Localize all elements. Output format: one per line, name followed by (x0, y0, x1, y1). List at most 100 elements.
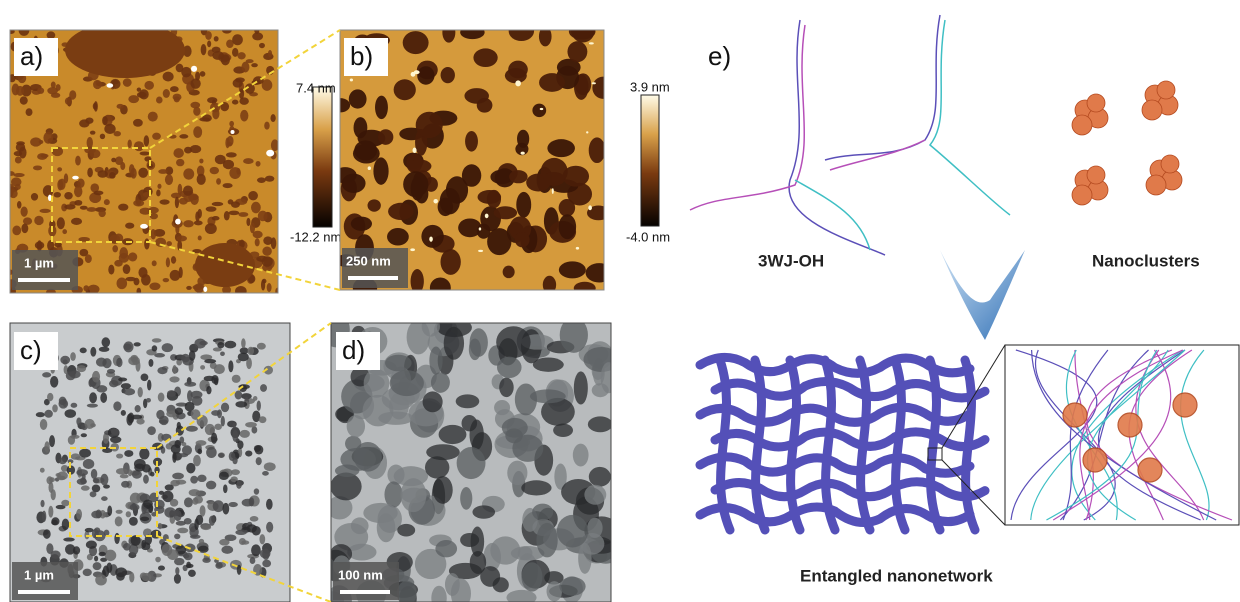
texture (76, 509, 82, 520)
texture (74, 200, 82, 206)
texture (259, 416, 267, 423)
texture (214, 424, 222, 430)
texture (390, 370, 424, 396)
texture (21, 224, 28, 234)
texture (243, 158, 253, 164)
texture (171, 258, 176, 262)
texture (238, 353, 249, 362)
texture (76, 469, 88, 476)
texture (470, 551, 486, 574)
texture (258, 211, 268, 222)
texture (70, 435, 79, 439)
texture (140, 151, 150, 155)
texture (235, 530, 247, 535)
texture (151, 229, 156, 239)
texture (50, 376, 58, 388)
texture (509, 170, 527, 183)
texture (378, 129, 393, 145)
texture (930, 360, 940, 530)
texture (132, 503, 136, 508)
texture (61, 500, 69, 507)
texture (137, 288, 142, 295)
texture (494, 206, 517, 219)
texture (414, 70, 420, 74)
texture (120, 474, 129, 478)
texture (193, 126, 202, 138)
texture (134, 459, 146, 469)
colorbar-min: -4.0 nm (626, 229, 670, 244)
texture (589, 137, 606, 163)
texture (588, 205, 592, 210)
texture (532, 104, 546, 118)
texture (205, 31, 212, 40)
panel-label: b) (350, 41, 373, 71)
texture (349, 89, 367, 108)
texture (249, 497, 255, 506)
texture (170, 270, 181, 281)
texture (181, 354, 190, 363)
texture (163, 278, 169, 282)
texture (1173, 393, 1197, 417)
texture (228, 360, 233, 372)
texture (184, 518, 192, 524)
texture (124, 450, 133, 457)
texture (21, 206, 28, 216)
texture (54, 192, 61, 198)
texture (240, 430, 250, 438)
texture (144, 81, 154, 90)
texture (262, 560, 271, 568)
texture (190, 78, 200, 88)
texture (270, 114, 275, 122)
nanoclusters (1072, 81, 1182, 205)
texture (83, 459, 94, 469)
texture (266, 499, 273, 510)
texture (140, 224, 148, 229)
texture (94, 101, 98, 112)
texture (183, 185, 193, 195)
texture (139, 448, 149, 459)
texture (264, 122, 269, 130)
texture (478, 190, 502, 204)
texture (429, 237, 433, 242)
texture (547, 139, 575, 157)
texture (388, 203, 414, 220)
texture (7, 171, 15, 176)
texture (69, 90, 76, 99)
texture (191, 66, 197, 72)
colorbar-min: -12.2 nm (290, 229, 341, 244)
texture (458, 218, 481, 237)
texture (268, 50, 272, 57)
texture (191, 391, 203, 399)
texture (174, 96, 180, 102)
texture (221, 546, 233, 554)
texture (592, 82, 596, 84)
texture (573, 444, 589, 467)
texture (175, 219, 181, 225)
texture (48, 506, 53, 518)
texture (588, 416, 613, 432)
texture (128, 95, 139, 103)
texture (65, 544, 75, 555)
texture (144, 238, 149, 249)
texture (20, 96, 28, 104)
texture (521, 152, 525, 155)
texture (207, 97, 217, 103)
texture (158, 169, 168, 174)
texture (559, 577, 585, 596)
texture (158, 566, 165, 571)
texture (194, 518, 198, 530)
texture (128, 469, 132, 476)
strand-label: 3WJ-OH (758, 251, 824, 270)
texture (592, 77, 613, 99)
texture (225, 341, 237, 349)
texture (197, 174, 206, 185)
texture (141, 540, 146, 548)
texture (52, 404, 58, 412)
texture (229, 167, 241, 179)
texture (199, 117, 210, 121)
texture (186, 426, 198, 432)
texture (141, 274, 151, 285)
texture (335, 465, 359, 477)
texture (186, 286, 192, 290)
texture (69, 370, 80, 378)
